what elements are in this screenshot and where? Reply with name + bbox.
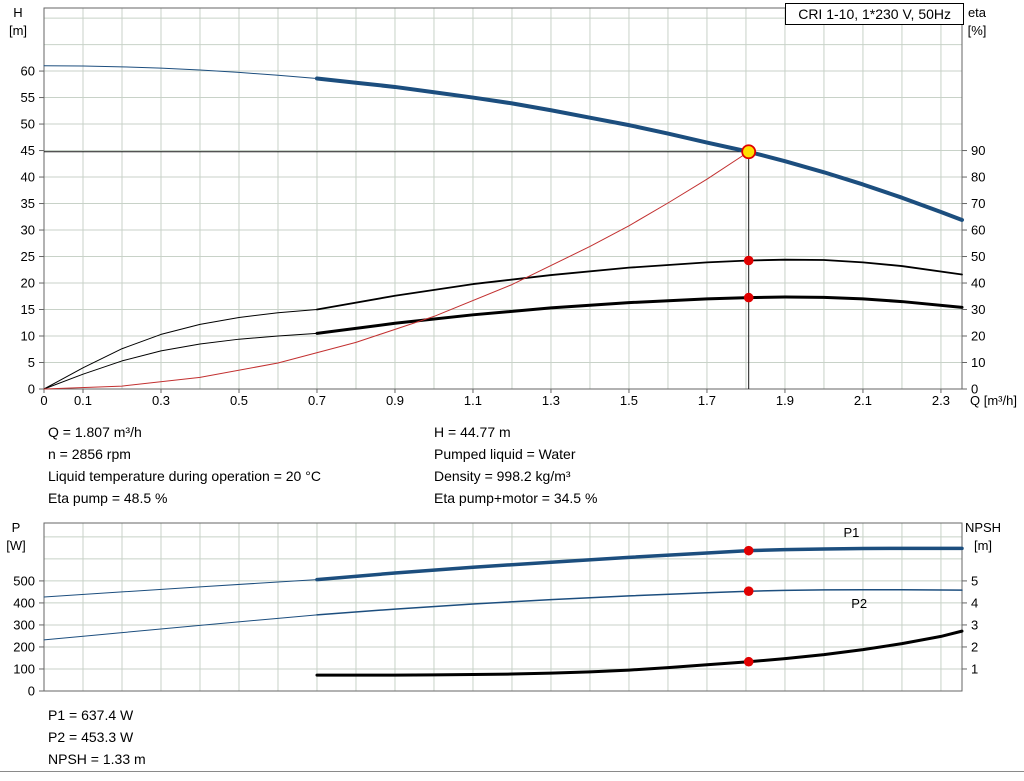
y-left-tick-label: 500: [13, 573, 35, 588]
npsh-point-marker: [743, 656, 754, 667]
y-left-tick-label: 100: [13, 661, 35, 676]
eta-pump-curve: [316, 258, 963, 311]
p1-value: P1 = 637.4 W: [48, 707, 134, 723]
pumped-liquid-value: Pumped liquid = Water: [434, 446, 576, 462]
operating-data-left: Q = 1.807 m³/h n = 2856 rpm Liquid tempe…: [48, 421, 321, 509]
density-value: Density = 998.2 kg/m³: [434, 468, 571, 484]
p2-curve-label: P2: [851, 596, 867, 611]
qh-chart: 0 5 10 15 20 25 30 35 40 45 50 55 60 0 10 20 30 40 50 60 70 8…: [9, 5, 1017, 408]
y-left-tick-label: 400: [13, 595, 35, 610]
y-left-axis-title: H: [13, 5, 22, 20]
qh-curve-ext: [43, 65, 318, 79]
x-tick-label: 1.1: [464, 393, 482, 408]
y-right-tick-label: 90: [971, 143, 985, 158]
x-tick-label: 2.3: [932, 393, 950, 408]
x-tick-label: 0.5: [230, 393, 248, 408]
y-left-tick-label: 200: [13, 639, 35, 654]
operating-data-right: H = 44.77 m Pumped liquid = Water Densit…: [434, 421, 597, 509]
y-right-tick-label: 5: [971, 573, 978, 588]
npsh-value: NPSH = 1.33 m: [48, 751, 146, 767]
liquid-temperature-value: Liquid temperature during operation = 20…: [48, 468, 321, 484]
y-left-tick-label: 50: [21, 117, 35, 132]
y-right-tick-label: 30: [971, 302, 985, 317]
y-left-tick-label: 20: [21, 276, 35, 291]
y-right-tick-label: 2: [971, 639, 978, 654]
p2-value: P2 = 453.3 W: [48, 729, 134, 745]
eta-total-curve-ext: [43, 332, 318, 390]
eta-pump-point-marker: [743, 255, 754, 266]
y-left-tick-label: 40: [21, 170, 35, 185]
y-right-tick-label: 0: [971, 382, 978, 397]
duty-point-marker: [741, 144, 757, 160]
y-right-axis-unit: [%]: [968, 23, 987, 38]
x-tick-label: 0.1: [74, 393, 92, 408]
y-left-tick-label: 10: [21, 329, 35, 344]
plot-border: [43, 522, 963, 692]
y-left-tick-label: 30: [21, 223, 35, 238]
x-axis-title: Q [m³/h]: [970, 393, 1017, 408]
power-data: P1 = 637.4 W P2 = 453.3 W NPSH = 1.33 m: [48, 704, 146, 770]
flow-value: Q = 1.807 m³/h: [48, 424, 142, 440]
x-tick-label: 0: [40, 393, 47, 408]
y-right-tick-label: 40: [971, 276, 985, 291]
x-tick-label: 0.3: [152, 393, 170, 408]
system-curve: [43, 151, 750, 390]
y-right-axis-unit: [m]: [974, 538, 992, 553]
eta-pump-curve-ext: [43, 309, 318, 390]
x-tick-label: 0.7: [308, 393, 326, 408]
y-left-tick-label: 45: [21, 143, 35, 158]
y-right-tick-label: 3: [971, 617, 978, 632]
eta-pump-motor-value: Eta pump+motor = 34.5 %: [434, 490, 598, 506]
power-npsh-chart: 0 100 200 300 400 500 1 2 3 4 5 P [W] NPSH [m] P1 P2: [6, 520, 1001, 699]
y-right-tick-label: 20: [971, 329, 985, 344]
x-tick-label: 1.7: [698, 393, 716, 408]
y-left-tick-label: 0: [28, 684, 35, 699]
speed-value: n = 2856 rpm: [48, 446, 131, 462]
p1-curve-label: P1: [843, 525, 859, 540]
x-tick-label: 0.9: [386, 393, 404, 408]
y-left-tick-label: 0: [28, 382, 35, 397]
y-left-axis-unit: [W]: [6, 538, 26, 553]
head-value: H = 44.77 m: [434, 424, 511, 440]
qh-curve: [314, 76, 964, 222]
npsh-curve: [315, 629, 964, 677]
y-left-tick-label: 5: [28, 355, 35, 370]
y-right-tick-label: 60: [971, 223, 985, 238]
p2-point-marker: [743, 586, 754, 596]
y-left-tick-label: 300: [13, 617, 35, 632]
x-tick-label: 1.5: [620, 393, 638, 408]
plot-border: [43, 7, 963, 390]
pump-model-title: CRI 1-10, 1*230 V, 50Hz: [785, 3, 964, 25]
y-left-tick-label: 55: [21, 90, 35, 105]
p1-curve: [315, 546, 964, 582]
x-tick-label: 1.9: [776, 393, 794, 408]
eta-total-curve: [315, 295, 964, 335]
y-right-axis-title: NPSH: [965, 520, 1001, 535]
y-right-tick-label: 50: [971, 249, 985, 264]
y-right-tick-label: 1: [971, 661, 978, 676]
y-right-tick-label: 80: [971, 170, 985, 185]
y-right-axis-title: eta: [968, 5, 987, 20]
p1-point-marker: [743, 545, 754, 556]
y-left-axis-title: P: [12, 520, 21, 535]
y-left-axis-unit: [m]: [9, 23, 27, 38]
y-right-tick-label: 10: [971, 355, 985, 370]
p2-curve-ext: [43, 614, 318, 641]
y-left-tick-label: 60: [21, 64, 35, 79]
y-right-tick-label: 70: [971, 196, 985, 211]
eta-pump-value: Eta pump = 48.5 %: [48, 490, 168, 506]
eta-total-point-marker: [743, 292, 754, 303]
x-tick-label: 1.3: [542, 393, 560, 408]
y-right-tick-label: 4: [971, 595, 978, 610]
p1-curve-ext: [43, 579, 318, 598]
p2-curve: [316, 588, 963, 616]
y-left-tick-label: 35: [21, 196, 35, 211]
y-left-tick-label: 25: [21, 249, 35, 264]
bottom-divider: [0, 771, 1024, 772]
y-left-tick-label: 15: [21, 302, 35, 317]
x-tick-label: 2.1: [854, 393, 872, 408]
